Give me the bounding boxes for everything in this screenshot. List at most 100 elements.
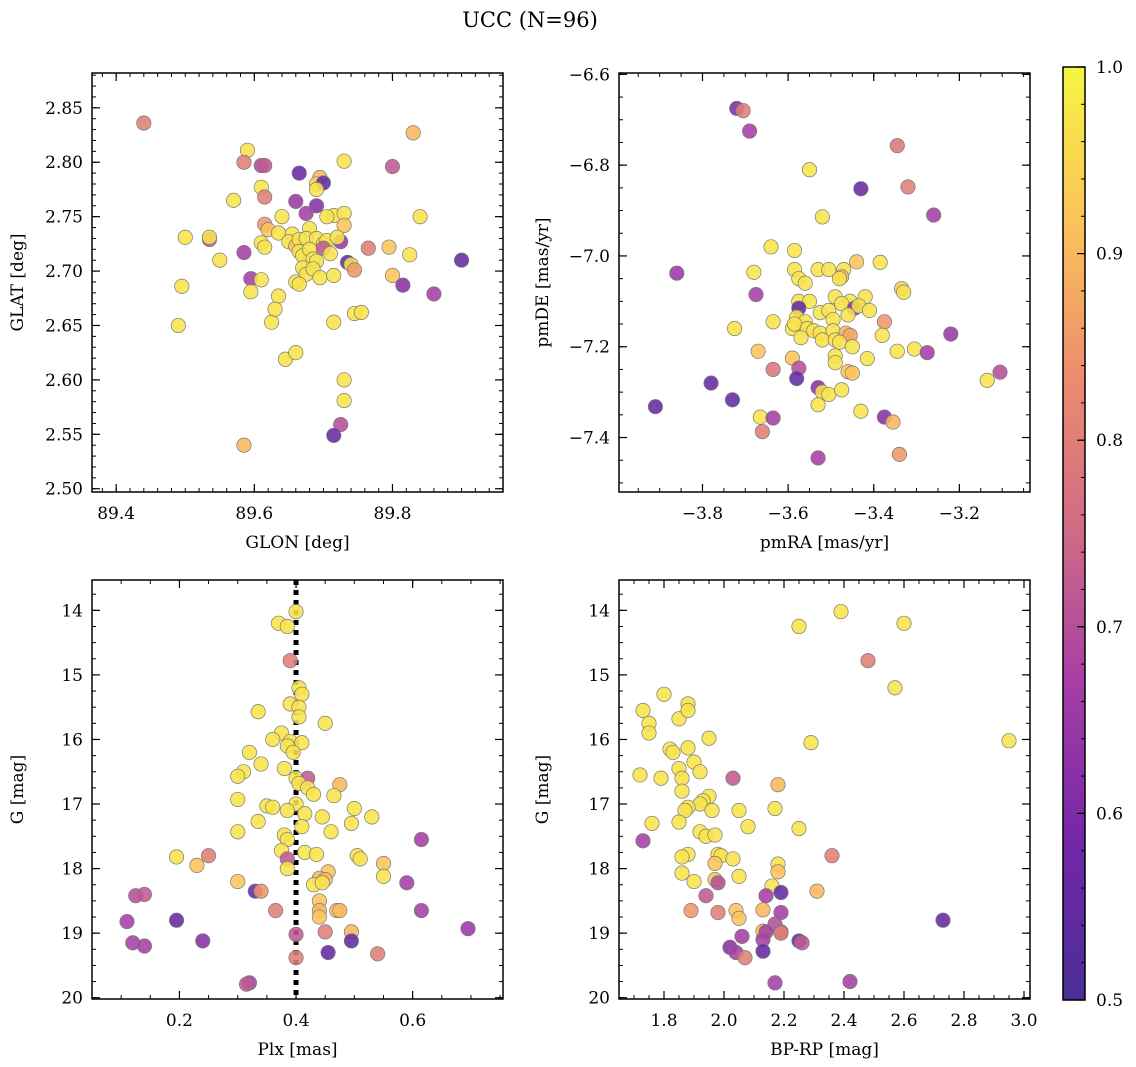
scatter-point [288,604,304,620]
scatter-point [426,286,442,302]
scatter-point [737,950,753,966]
x-tick-label: 0.4 [283,1011,310,1031]
scatter-point [336,372,352,388]
scatter-point [346,262,363,278]
scatter-point [794,935,810,951]
scatter-point [765,410,781,426]
scatter-point [308,198,325,214]
scatter-point [683,903,699,919]
scatter-point [935,912,951,928]
x-tick-label: 89.6 [235,504,273,524]
scatter-point [336,217,352,233]
y-tick-label: 16 [61,730,83,750]
scatter-point [460,921,476,937]
scatter-point [230,873,246,890]
y-tick-label: 15 [588,666,610,686]
scatter-point [765,361,781,377]
scatter-point [635,702,651,718]
scatter-point [264,314,280,330]
scatter-point [710,904,726,921]
plot-frame [91,72,504,493]
scatter-point [413,903,429,919]
colorbar: 0.5 0.6 0.7 0.8 0.9 1.0 [1062,58,1123,1011]
y-tick-label: 20 [61,989,83,1009]
scatter-point [814,332,830,348]
colorbar-tick-label: 0.6 [1096,804,1123,824]
y-tick-label: −7.0 [569,247,610,267]
scatter-point [170,317,186,334]
scatter-point [291,709,307,725]
scatter-point [674,783,690,799]
scatter-point [236,154,252,170]
scatter-point [405,125,421,141]
scatter-point [859,350,875,367]
scatter-point [770,777,786,793]
scatter-point [831,334,848,350]
scatter-point [801,293,818,309]
scatter-point [707,855,723,871]
scatter-point [298,205,314,221]
scatter-point [323,824,339,840]
scatter-point [853,181,869,197]
scatter-point [257,189,273,205]
scatter-point [731,868,747,884]
scatter-point [270,288,287,304]
scatter-point [257,157,273,174]
scatter-point [329,229,345,245]
scatter-point [810,450,826,466]
y-tick-label: 19 [61,924,83,944]
scatter-point [731,802,747,819]
scatter-point [701,730,717,746]
scatter-point [885,414,901,430]
scatter-point [291,165,307,181]
scatter-point [370,946,386,962]
y-tick-label: 19 [588,924,610,944]
colorbar-frame [1062,66,1086,1001]
scatter-point [360,240,376,256]
scatter-point [201,229,217,245]
scatter-point [734,928,750,944]
colorbar-tick-label: 0.5 [1096,991,1123,1011]
scatter-point [827,355,843,371]
y-tick-label: 16 [588,730,610,750]
x-tick-label: 2.6 [890,1011,917,1031]
scatter-point [735,103,751,119]
scatter-point [257,239,273,255]
scatter-point [791,618,807,635]
y-tick-label: 14 [588,601,610,621]
scatter-point [876,314,892,330]
scatter-points [647,100,1008,466]
scatter-point [889,138,905,154]
scatter-point [727,321,743,337]
scatter-point [919,345,935,361]
scatter-point [647,399,663,415]
scatter-point [136,115,152,131]
scatter-point [238,976,255,992]
scatter-point [326,788,342,804]
x-tick-label: 89.4 [97,504,135,524]
scatter-point [740,819,756,835]
scatter-point [384,267,401,283]
x-tick-label: 0.6 [399,1011,426,1031]
scatter-point [755,943,771,959]
scatter-point [742,123,758,139]
y-axis-label: G [mag] [8,755,28,824]
scatter-point [343,933,359,949]
x-axis-label: Plx [mas] [257,1040,337,1060]
y-tick-label: 2.55 [45,425,83,445]
scatter-point [872,254,888,270]
scatter-point [979,372,995,388]
x-tick-label: 3.0 [1010,1011,1037,1031]
x-tick-label: 2.2 [770,1011,797,1031]
panel-3: 0.2 0.4 0.6 14 15 16 17 18 19 20 Plx [mas] G [mag] [8,579,504,1060]
scatter-point [842,974,858,990]
scatter-point [833,604,849,620]
scatter-point [814,209,830,225]
y-axis-label: G [mag] [533,755,553,824]
colorbar-tick-label: 0.8 [1096,431,1123,451]
scatter-point [692,764,708,780]
scatter-point [279,802,295,819]
scatter-point [291,276,307,292]
scatter-point [860,653,876,669]
scatter-point [704,802,720,819]
